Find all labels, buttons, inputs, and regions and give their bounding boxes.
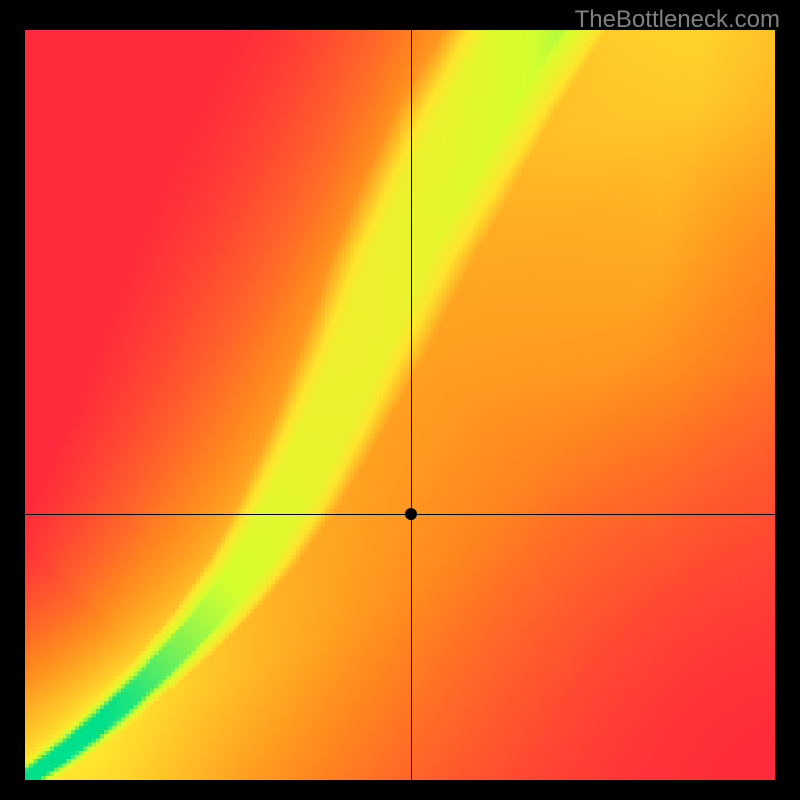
watermark-text: TheBottleneck.com (575, 6, 780, 34)
marker-dot (405, 508, 417, 520)
crosshair-horizontal (25, 514, 775, 515)
crosshair-vertical (411, 30, 412, 780)
plot-area (25, 30, 775, 780)
heatmap-canvas (25, 30, 775, 780)
chart-container: TheBottleneck.com (0, 0, 800, 800)
